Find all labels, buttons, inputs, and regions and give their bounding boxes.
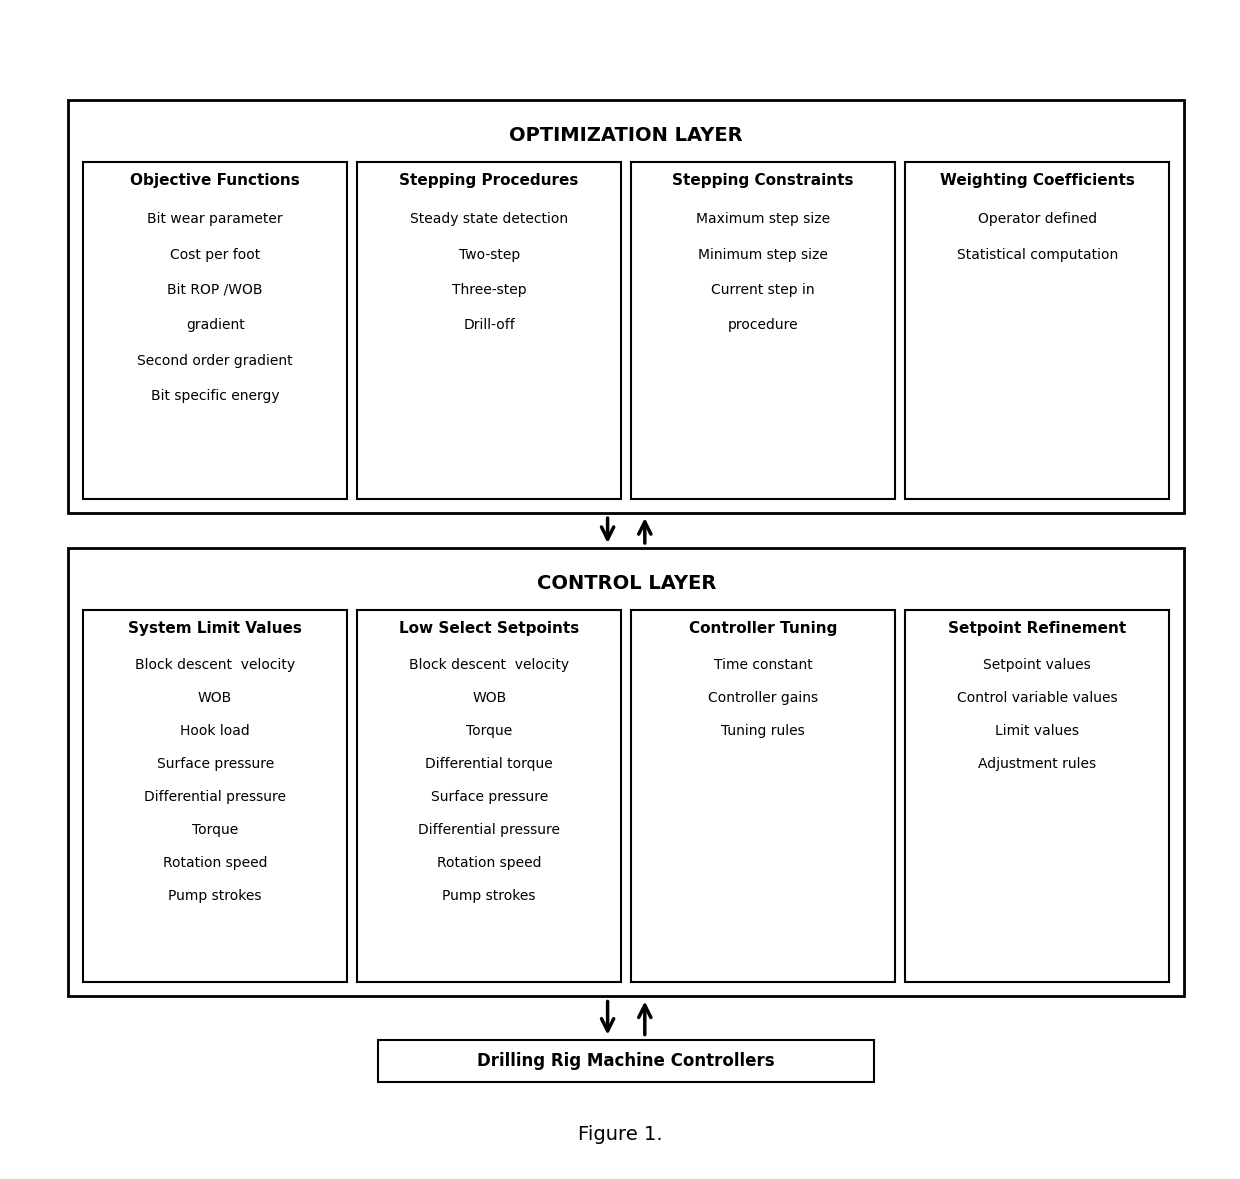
Bar — [378, 1040, 874, 1082]
Text: Controller Tuning: Controller Tuning — [689, 621, 837, 637]
Text: Weighting Coefficients: Weighting Coefficients — [940, 173, 1135, 189]
Text: gradient: gradient — [186, 318, 244, 332]
Text: Pump strokes: Pump strokes — [169, 889, 262, 903]
Text: Cost per foot: Cost per foot — [170, 248, 260, 262]
Text: Objective Functions: Objective Functions — [130, 173, 300, 189]
Text: Stepping Procedures: Stepping Procedures — [399, 173, 579, 189]
Text: Tuning rules: Tuning rules — [722, 724, 805, 738]
Text: Two-step: Two-step — [459, 248, 520, 262]
Text: WOB: WOB — [198, 691, 232, 705]
Text: Adjustment rules: Adjustment rules — [978, 757, 1096, 771]
Bar — [68, 100, 1184, 513]
Text: Bit specific energy: Bit specific energy — [151, 389, 279, 403]
Text: Bit wear parameter: Bit wear parameter — [148, 212, 283, 226]
Text: procedure: procedure — [728, 318, 799, 332]
Text: Block descent  velocity: Block descent velocity — [409, 658, 569, 672]
Bar — [631, 610, 895, 982]
Text: Block descent  velocity: Block descent velocity — [135, 658, 295, 672]
Text: Differential pressure: Differential pressure — [418, 823, 560, 837]
Text: Rotation speed: Rotation speed — [162, 856, 268, 870]
Text: Control variable values: Control variable values — [957, 691, 1117, 705]
Text: Drill-off: Drill-off — [464, 318, 515, 332]
Text: CONTROL LAYER: CONTROL LAYER — [537, 574, 715, 593]
Text: Setpoint values: Setpoint values — [983, 658, 1091, 672]
Text: OPTIMIZATION LAYER: OPTIMIZATION LAYER — [510, 126, 743, 145]
Text: Steady state detection: Steady state detection — [410, 212, 568, 226]
Text: Low Select Setpoints: Low Select Setpoints — [399, 621, 579, 637]
Text: Time constant: Time constant — [714, 658, 812, 672]
Bar — [357, 162, 621, 499]
Text: Surface pressure: Surface pressure — [430, 790, 548, 804]
Text: Torque: Torque — [466, 724, 512, 738]
Text: Three-step: Three-step — [451, 283, 527, 297]
Text: Setpoint Refinement: Setpoint Refinement — [949, 621, 1126, 637]
Bar — [357, 610, 621, 982]
Text: Statistical computation: Statistical computation — [956, 248, 1118, 262]
Text: Figure 1.: Figure 1. — [578, 1125, 662, 1144]
Text: Minimum step size: Minimum step size — [698, 248, 828, 262]
Bar — [905, 610, 1169, 982]
Text: Operator defined: Operator defined — [977, 212, 1097, 226]
Text: Differential torque: Differential torque — [425, 757, 553, 771]
Text: Maximum step size: Maximum step size — [696, 212, 831, 226]
Text: Current step in: Current step in — [712, 283, 815, 297]
Text: Differential pressure: Differential pressure — [144, 790, 286, 804]
Text: Pump strokes: Pump strokes — [443, 889, 536, 903]
Text: Drilling Rig Machine Controllers: Drilling Rig Machine Controllers — [477, 1052, 775, 1071]
Bar — [631, 162, 895, 499]
Text: Torque: Torque — [192, 823, 238, 837]
Bar — [83, 610, 347, 982]
Bar — [68, 548, 1184, 996]
Text: Controller gains: Controller gains — [708, 691, 818, 705]
Text: WOB: WOB — [472, 691, 506, 705]
Text: Hook load: Hook load — [180, 724, 250, 738]
Bar — [905, 162, 1169, 499]
Text: Bit ROP /WOB: Bit ROP /WOB — [167, 283, 263, 297]
Text: Second order gradient: Second order gradient — [138, 354, 293, 368]
Text: Surface pressure: Surface pressure — [156, 757, 274, 771]
Text: Rotation speed: Rotation speed — [436, 856, 542, 870]
Bar — [83, 162, 347, 499]
Text: Stepping Constraints: Stepping Constraints — [672, 173, 854, 189]
Text: Limit values: Limit values — [996, 724, 1079, 738]
Text: System Limit Values: System Limit Values — [128, 621, 303, 637]
